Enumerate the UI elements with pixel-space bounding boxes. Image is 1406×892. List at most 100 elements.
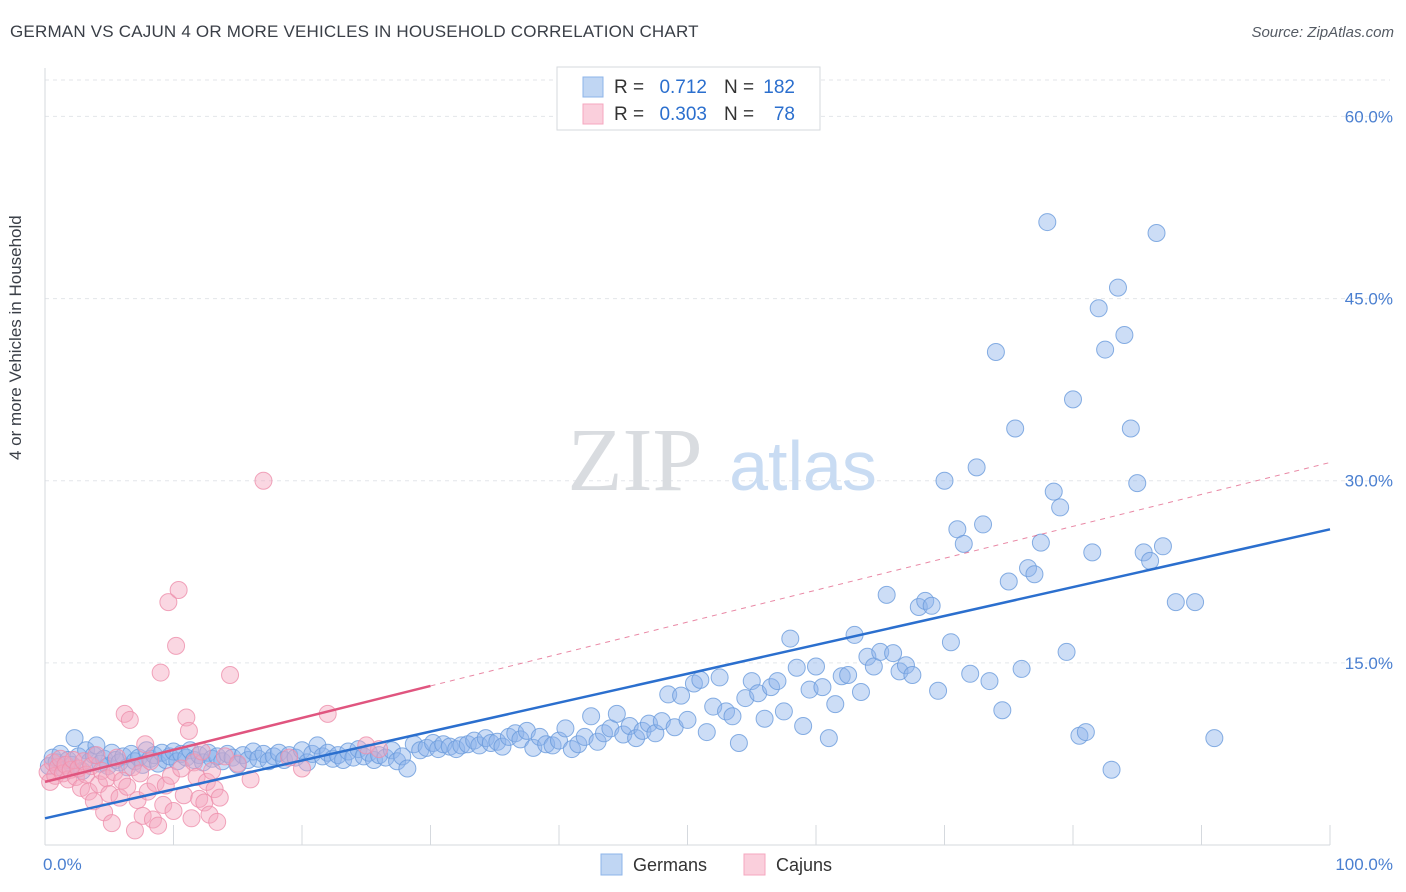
legend-label-cajuns: Cajuns xyxy=(776,855,832,875)
cajun-point xyxy=(187,768,206,786)
cajun-point xyxy=(221,666,240,684)
german-point xyxy=(1006,419,1025,438)
legend-swatch-cajuns xyxy=(743,853,766,876)
cajun-point xyxy=(125,821,144,840)
german-point xyxy=(787,658,806,677)
watermark-atlas: atlas xyxy=(729,427,877,505)
cajun-point xyxy=(87,746,106,765)
cajun-point xyxy=(133,806,152,825)
cajun-point xyxy=(159,593,178,612)
german-point xyxy=(65,729,84,748)
stats-r-label: R = xyxy=(614,77,644,98)
cajun-point xyxy=(228,754,247,773)
german-point xyxy=(941,633,960,652)
cajun-point xyxy=(167,636,186,655)
german-point xyxy=(398,759,417,778)
legend-swatch-germans xyxy=(600,853,623,876)
german-point xyxy=(755,709,774,728)
german-point xyxy=(697,723,716,742)
cajun-point xyxy=(200,805,219,824)
stats-r-value: 0.712 xyxy=(659,77,707,98)
german-point xyxy=(781,629,800,648)
german-point xyxy=(659,685,678,704)
german-point xyxy=(974,515,993,534)
cajun-point xyxy=(118,777,137,796)
cajuns-trend-line xyxy=(44,684,431,784)
cajun-point xyxy=(113,771,132,790)
german-point xyxy=(710,668,729,687)
german-point xyxy=(1089,299,1108,318)
german-point xyxy=(851,683,870,701)
german-point xyxy=(1012,659,1031,678)
cajun-point xyxy=(151,663,170,682)
german-point xyxy=(832,667,851,686)
german-point xyxy=(729,734,748,752)
cajun-point xyxy=(254,471,273,490)
cajun-point xyxy=(164,802,183,820)
german-point xyxy=(993,701,1012,720)
german-point xyxy=(1141,551,1160,570)
german-point xyxy=(627,729,646,748)
german-point xyxy=(1102,760,1121,779)
german-point xyxy=(233,746,252,765)
german-point xyxy=(1205,729,1224,748)
german-point xyxy=(447,740,466,759)
german-point xyxy=(813,678,832,697)
german-point xyxy=(871,642,890,661)
german-point xyxy=(488,732,507,751)
y-tick-label: 15.0% xyxy=(1345,654,1393,673)
stats-n-value: 182 xyxy=(763,77,795,98)
german-point xyxy=(819,729,838,748)
german-point xyxy=(935,471,954,490)
cajun-point xyxy=(208,812,227,831)
german-point xyxy=(1038,213,1057,232)
german-point xyxy=(678,710,697,729)
stats-n-label: N = xyxy=(724,77,754,98)
german-point xyxy=(1186,593,1205,612)
cajun-point xyxy=(154,795,173,814)
stats-n-value: 78 xyxy=(774,104,795,125)
german-point xyxy=(768,672,787,691)
cajun-point xyxy=(149,816,168,835)
cajun-point xyxy=(210,788,229,807)
cajun-point xyxy=(131,764,150,783)
cajun-point xyxy=(143,810,162,829)
germans-trend-line xyxy=(44,528,1331,820)
german-point xyxy=(382,741,401,760)
german-point xyxy=(1057,642,1076,661)
cajun-point xyxy=(203,761,222,780)
german-point xyxy=(87,736,106,755)
german-point xyxy=(1083,543,1102,562)
german-point xyxy=(1147,224,1166,242)
stats-r-value: 0.303 xyxy=(659,104,707,125)
y-tick-label: 60.0% xyxy=(1345,107,1393,126)
german-point xyxy=(569,735,588,754)
cajuns-points xyxy=(38,471,389,840)
german-point xyxy=(896,656,915,675)
cajun-point xyxy=(136,735,155,754)
legend-label-germans: Germans xyxy=(633,855,707,875)
german-point xyxy=(530,727,549,746)
german-point xyxy=(470,736,489,755)
cajun-point xyxy=(115,704,134,723)
y-tick-label: 45.0% xyxy=(1345,290,1393,309)
stats-n-label: N = xyxy=(724,104,754,125)
german-point xyxy=(1115,326,1134,344)
german-point xyxy=(308,736,327,755)
german-point xyxy=(1064,390,1082,409)
german-point xyxy=(672,686,691,705)
german-point xyxy=(903,666,922,684)
german-point xyxy=(582,707,601,726)
german-point xyxy=(388,752,407,771)
series-legend: Germans Cajuns xyxy=(600,853,832,876)
german-point xyxy=(1076,723,1095,742)
cajuns-trend-extension xyxy=(430,462,1331,687)
german-point xyxy=(1108,278,1127,297)
german-point xyxy=(980,672,999,691)
german-point xyxy=(986,343,1005,361)
german-point xyxy=(1153,537,1172,556)
stats-legend: R = 0.712 N = 182 R = 0.303 N = 78 xyxy=(556,66,821,131)
cajun-point xyxy=(100,785,119,803)
german-point xyxy=(929,681,948,700)
german-point xyxy=(493,737,512,756)
